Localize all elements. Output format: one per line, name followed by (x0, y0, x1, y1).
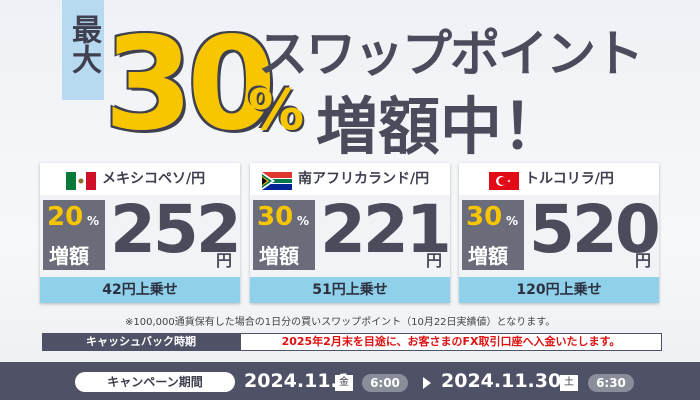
card-body: 30% 増額 221 円 (250, 191, 452, 277)
card: トルコリラ/円 30% 増額 520 円 120円上乗せ (459, 163, 661, 303)
amount-unit: 円 (426, 251, 443, 270)
rate-unit: % (87, 214, 100, 228)
big-rate-unit: % (248, 78, 305, 143)
arrow (423, 377, 431, 389)
card-body: 20% 増額 252 円 (40, 191, 242, 277)
flag-icon (66, 172, 96, 190)
rate-unit: % (297, 214, 310, 228)
rate-label: 増額 (468, 244, 508, 268)
start-date: 2024.11.1 (244, 370, 351, 392)
note: ※100,000通貨保有した場合の1日分の買いスワップポイント（10月22日実績… (125, 317, 556, 328)
bonus: 42円上乗せ (40, 277, 240, 303)
amount-unit: 円 (216, 251, 233, 270)
card-body: 30% 増額 520 円 (459, 191, 661, 277)
flag (489, 170, 519, 190)
amount: 520 (529, 191, 661, 268)
subtitle: 増額中！ (316, 90, 565, 163)
rate-unit: % (506, 214, 519, 228)
pair: メキシコペソ/円 (102, 171, 206, 187)
rate-label: 増額 (49, 244, 89, 268)
card-header: トルコリラ/円 (459, 163, 659, 195)
start-time: 6:00 (362, 374, 408, 392)
card: 南アフリカランド/円 30% 増額 221 円 51円上乗せ (250, 163, 452, 303)
rate-box: 30% 増額 (253, 200, 315, 270)
start-day: 金 (335, 375, 353, 391)
pair: トルコリラ/円 (525, 171, 614, 187)
end-time: 6:30 (588, 374, 634, 392)
card-header: 南アフリカランド/円 (250, 163, 450, 195)
card-header: メキシコペソ/円 (40, 163, 240, 195)
rate: 20 (47, 202, 84, 232)
flag-icon (262, 172, 292, 190)
period-label: キャンペーン期間 (75, 372, 235, 392)
rate-box: 20% 増額 (43, 200, 105, 270)
rate-box: 30% 増額 (462, 200, 524, 270)
tag-bg (62, 0, 104, 100)
end-date: 2024.11.30 (441, 370, 562, 392)
rate: 30 (466, 202, 503, 232)
flag-icon (489, 172, 519, 190)
title: スワップポイント (258, 25, 644, 83)
cashback-box: 2025年2月末を目途に、お客さまのFX取引口座へ入金いたします。 (240, 333, 662, 351)
rate-label: 増額 (259, 244, 299, 268)
pair: 南アフリカランド/円 (298, 171, 430, 187)
cashback-label: キャッシュバック時期 (42, 333, 240, 351)
big-rate: 30 (104, 10, 276, 159)
bonus: 120円上乗せ (459, 277, 659, 303)
flag (66, 170, 96, 190)
cashback-highlight: 2025年2月末 (281, 335, 353, 348)
flag (262, 170, 292, 190)
bonus: 51円上乗せ (250, 277, 450, 303)
card: メキシコペソ/円 20% 増額 252 円 42円上乗せ (40, 163, 242, 303)
rate: 30 (257, 202, 294, 232)
amount: 221 (320, 191, 452, 268)
end-day: 土 (560, 375, 578, 391)
tag: 最大 (66, 14, 101, 74)
cashback-text: を目途に、お客さまのFX取引口座へ入金いたします。 (352, 335, 621, 348)
amount: 252 (110, 191, 242, 268)
amount-unit: 円 (635, 251, 652, 270)
